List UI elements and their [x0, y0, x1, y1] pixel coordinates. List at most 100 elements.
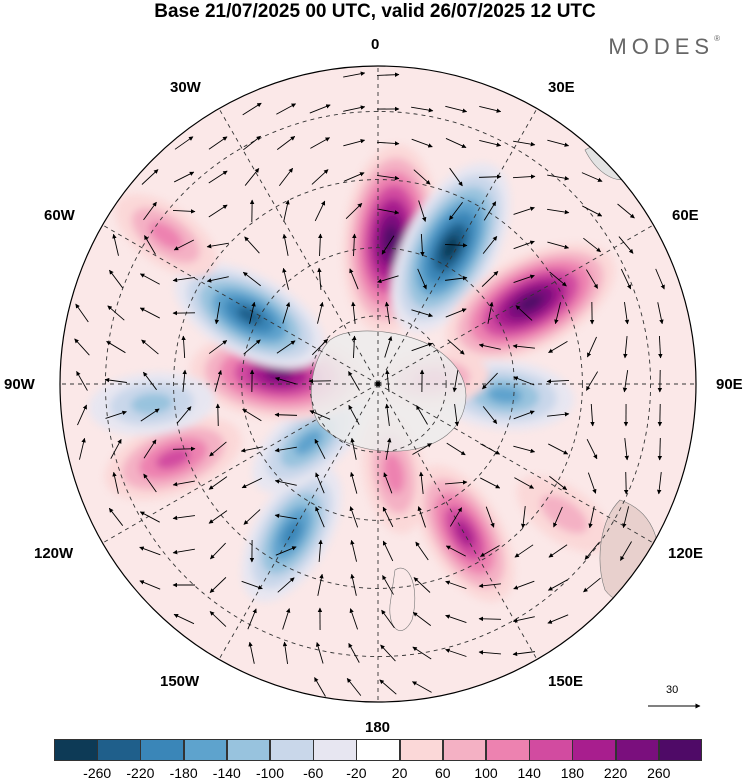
wind-arrow — [452, 370, 459, 393]
wind-arrow — [108, 507, 124, 526]
wind-arrow — [479, 139, 502, 147]
wind-arrow — [553, 506, 563, 528]
wind-arrow — [381, 235, 395, 255]
wind-arrow — [513, 206, 535, 215]
wind-arrow — [311, 338, 329, 356]
wind-arrow — [513, 240, 535, 250]
wind-arrow — [479, 105, 502, 113]
colorbar-tick-label: -100 — [255, 765, 285, 781]
wind-arrow — [181, 335, 186, 359]
wind-arrow — [172, 480, 195, 487]
wind-arrow — [174, 136, 194, 150]
wind-arrow — [657, 437, 663, 461]
wind-arrow — [139, 273, 160, 285]
anomaly-center — [174, 263, 325, 369]
wind-arrow — [554, 302, 561, 325]
colorbar-tick-label: 220 — [603, 765, 628, 781]
wind-arrow — [445, 580, 467, 590]
wind-arrow — [656, 472, 662, 495]
colorbar — [54, 739, 703, 761]
wind-arrow — [309, 410, 331, 420]
wind-arrow — [590, 403, 595, 427]
wind-arrow — [317, 301, 324, 324]
wind-arrow — [620, 268, 632, 290]
wind-arrow — [445, 138, 467, 148]
wind-arrow — [214, 369, 223, 392]
wind-arrow — [244, 236, 260, 254]
wind-arrow — [588, 506, 595, 529]
wind-arrow — [241, 477, 263, 489]
colorbar-tick-label: 60 — [435, 765, 451, 781]
colorbar-tick-label: 180 — [560, 765, 585, 781]
wind-arrow — [582, 205, 603, 217]
wind-arrow — [283, 199, 290, 222]
colorbar-segment — [356, 739, 401, 761]
wind-arrow — [617, 203, 635, 219]
colorbar-tick-label: 100 — [474, 765, 498, 781]
wind-arrow — [348, 642, 360, 663]
wind-arrow — [478, 174, 502, 180]
colorbar-segment — [399, 739, 444, 761]
anomaly-center — [241, 465, 342, 602]
wind-arrow — [274, 513, 297, 520]
wind-arrow — [141, 339, 159, 355]
wind-arrow — [622, 506, 630, 529]
lon-label-0: 0 — [371, 36, 380, 53]
wind-arrow — [623, 336, 628, 359]
wind-arrow — [139, 580, 161, 590]
colorbar-tick-label: -260 — [83, 765, 112, 781]
colorbar-segment — [529, 739, 573, 761]
wind-arrow — [485, 506, 495, 528]
wind-arrow — [343, 172, 365, 182]
wind-arrow — [478, 650, 501, 655]
colorbar-segment — [658, 739, 703, 761]
wind-arrow — [655, 268, 665, 290]
wind-arrow — [208, 170, 228, 184]
colorbar-tick-label: -20 — [346, 765, 367, 781]
lon-label-90w: 90W — [4, 376, 35, 393]
wind-arrow — [75, 303, 89, 323]
wind-arrow — [384, 336, 393, 358]
wind-arrow — [208, 476, 228, 490]
wind-arrow — [512, 343, 535, 349]
wind-arrow — [343, 105, 366, 112]
wind-arrow — [104, 377, 127, 383]
wind-arrow — [520, 506, 526, 529]
wind-arrow — [547, 412, 570, 417]
anomaly-center — [435, 360, 574, 430]
wind-arrow — [317, 573, 324, 596]
wind-arrow — [310, 137, 331, 149]
wind-arrow — [384, 403, 390, 426]
wind-arrow — [444, 243, 468, 248]
wind-arrow — [412, 611, 432, 627]
wind-arrow — [482, 406, 498, 424]
wind-arrow — [411, 342, 433, 352]
wind-arrow — [106, 340, 126, 354]
wind-arrow — [110, 438, 122, 459]
wind-arrow — [248, 641, 255, 664]
wind-arrow — [345, 203, 363, 219]
lon-label-150e: 150E — [548, 673, 584, 690]
colorbar-segment — [270, 739, 314, 761]
wind-arrow — [314, 677, 326, 697]
wind-arrow — [206, 242, 229, 249]
wind-arrow — [274, 479, 297, 486]
colorbar-tick-label: -60 — [303, 765, 324, 781]
lon-label-30e: 30E — [548, 79, 575, 96]
wind-arrow — [352, 233, 357, 257]
wind-arrow — [413, 577, 431, 593]
wind-arrow — [208, 204, 228, 218]
wind-arrow — [513, 445, 536, 453]
wind-arrow — [172, 515, 195, 521]
lon-label-120w: 120W — [34, 545, 74, 562]
wind-arrow — [282, 267, 290, 290]
wind-arrow — [584, 542, 600, 560]
wind-arrow — [317, 267, 322, 290]
wind-arrow — [348, 371, 360, 391]
wind-arrow — [314, 438, 326, 459]
wind-arrow — [380, 644, 396, 662]
wind-arrow — [276, 136, 296, 150]
wind-arrow — [513, 140, 536, 147]
wind-arrow — [243, 509, 261, 525]
wind-arrow — [478, 583, 501, 589]
